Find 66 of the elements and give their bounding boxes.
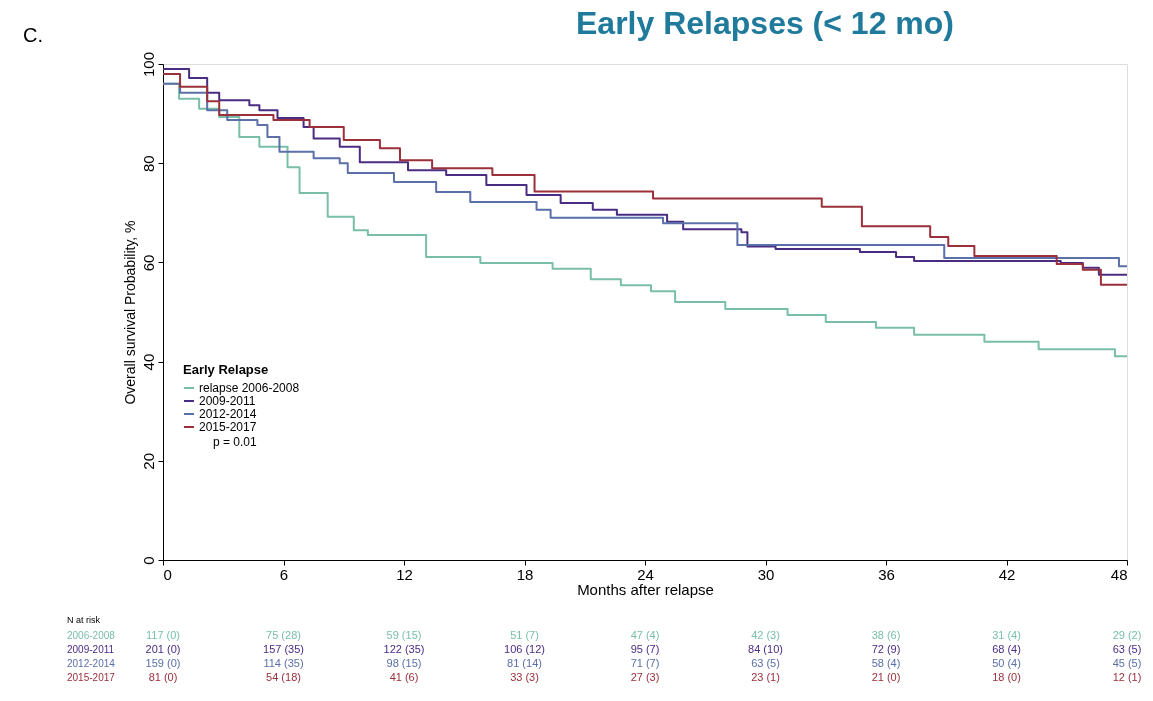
x-tick-label: 30 [757,565,775,583]
text: 2015-2017 [67,672,116,683]
x-axis-title: Months after relapse [577,580,714,598]
legend-label: 2015-2017 [199,420,257,434]
text: 106 (12) [504,643,545,655]
text: 41 (6) [389,671,419,683]
text: 63 (5) [751,657,780,669]
chart-title: Early Relapses (< 12 mo) [576,5,954,41]
text: 31 (4) [992,629,1021,641]
text: 58 (4) [871,657,901,669]
x-tick-label: 6 [279,565,289,583]
text: 63 (5) [1112,643,1142,655]
text: 18 (0) [992,671,1021,683]
text: 29 (2) [1112,629,1142,641]
x-tick-label: 12 [396,565,413,583]
y-axis-title: Overall survival Probability, % [121,220,138,405]
text: 2006-2008 [67,630,116,641]
text: 42 (3) [751,629,780,641]
text: 38 (6) [871,629,901,641]
x-tick-label: 36 [878,565,895,583]
legend-label: 2009-2011 [199,394,256,408]
y-tick-label: 80 [139,155,157,173]
text: 114 (35) [263,657,304,669]
text: 45 (5) [1112,657,1142,669]
text: 59 (15) [386,629,422,641]
text: 2009-2011 [67,644,115,655]
y-tick-label: 20 [139,452,157,470]
text: 68 (4) [992,643,1021,655]
text: 47 (4) [630,629,660,641]
text: 2012-2014 [67,658,116,669]
text: 27 (3) [630,671,660,683]
text: 23 (1) [751,671,780,683]
text: 75 (28) [266,629,301,641]
text: 12 (1) [1112,671,1142,683]
text: 201 (0) [145,643,181,655]
text: 84 (10) [748,643,783,655]
text: 159 (0) [145,657,181,669]
text: 157 (35) [263,643,304,655]
y-tick-label: 100 [139,51,157,78]
text: 71 (7) [630,657,660,669]
text: 95 (7) [630,643,660,655]
text: 117 (0) [145,629,181,641]
text: 21 (0) [871,671,901,683]
x-tick-label: 42 [998,565,1016,583]
text: C. [23,24,43,46]
y-tick-label: 60 [139,254,157,272]
x-tick-label: 0 [163,565,172,583]
text: 72 (9) [871,643,901,655]
text: 81 (0) [148,671,178,683]
y-tick-label: 0 [139,556,157,565]
text: 122 (35) [383,643,425,655]
x-tick-label: 24 [637,565,654,583]
text: 50 (4) [992,657,1021,669]
text: 33 (3) [510,671,539,683]
text: N at risk [67,615,101,625]
x-tick-label: 48 [1110,565,1128,583]
y-tick-label: 40 [139,353,157,371]
text: 98 (15) [386,657,422,669]
legend-title: Early Relapse [183,362,269,377]
text: 54 (18) [266,671,301,683]
text: 51 (7) [510,629,539,641]
annotation: p = 0.01 [213,435,258,449]
legend-label: 2012-2014 [199,407,257,421]
x-tick-label: 18 [516,565,534,583]
legend-label: relapse 2006-2008 [199,381,300,395]
text: 81 (14) [507,657,542,669]
